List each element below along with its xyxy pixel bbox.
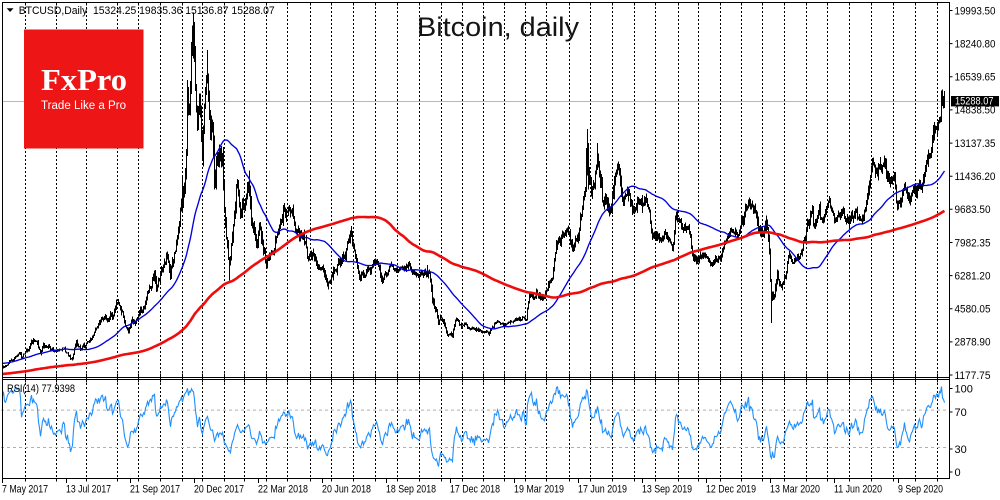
- svg-text:0: 0: [955, 467, 961, 479]
- svg-text:RSI(14) 77.9398: RSI(14) 77.9398: [7, 383, 75, 395]
- svg-text:20 Dec 2017: 20 Dec 2017: [194, 484, 244, 496]
- svg-text:13 Mar 2020: 13 Mar 2020: [770, 484, 820, 496]
- svg-text:13 Sep 2019: 13 Sep 2019: [642, 484, 692, 496]
- svg-text:22 Mar 2018: 22 Mar 2018: [258, 484, 308, 496]
- svg-text:18 Sep 2018: 18 Sep 2018: [386, 484, 436, 496]
- svg-text:9683.50: 9683.50: [955, 204, 991, 216]
- svg-text:18240.80: 18240.80: [955, 38, 996, 50]
- svg-text:15288.07: 15288.07: [955, 96, 994, 108]
- svg-text:4580.05: 4580.05: [955, 304, 991, 316]
- svg-text:30: 30: [955, 444, 967, 456]
- svg-text:12 Dec 2019: 12 Dec 2019: [706, 484, 756, 496]
- svg-text:20 Jun 2018: 20 Jun 2018: [322, 484, 371, 496]
- svg-text:16539.65: 16539.65: [955, 72, 996, 84]
- svg-text:Bitcoin, daily: Bitcoin, daily: [417, 12, 580, 42]
- svg-text:21 Sep 2017: 21 Sep 2017: [130, 484, 180, 496]
- svg-text:11 Jun 2020: 11 Jun 2020: [834, 484, 882, 496]
- svg-text:13137.35: 13137.35: [955, 138, 996, 150]
- svg-text:2878.90: 2878.90: [955, 337, 991, 349]
- svg-text:13 Jul 2017: 13 Jul 2017: [66, 484, 111, 496]
- svg-text:11436.20: 11436.20: [955, 171, 996, 183]
- svg-text:19993.50: 19993.50: [955, 5, 996, 17]
- svg-text:17 Dec 2018: 17 Dec 2018: [450, 484, 500, 496]
- svg-text:7982.35: 7982.35: [955, 237, 991, 249]
- svg-text:100: 100: [955, 383, 973, 395]
- svg-text:9 Sep 2020: 9 Sep 2020: [898, 484, 943, 496]
- svg-text:FxPro: FxPro: [41, 62, 127, 97]
- svg-text:17 Jun 2019: 17 Jun 2019: [578, 484, 627, 496]
- svg-text:19 Mar 2019: 19 Mar 2019: [514, 484, 564, 496]
- svg-text:6281.20: 6281.20: [955, 270, 991, 282]
- svg-text:1177.75: 1177.75: [955, 370, 991, 382]
- svg-text:14838.50: 14838.50: [955, 105, 996, 117]
- svg-text:BTCUSD,Daily 15324.25 19835.3: BTCUSD,Daily 15324.25 19835.36 15136.87 …: [19, 5, 275, 17]
- svg-text:7 May 2017: 7 May 2017: [2, 484, 48, 496]
- svg-text:70: 70: [955, 407, 967, 419]
- svg-text:Trade Like a Pro: Trade Like a Pro: [41, 100, 126, 112]
